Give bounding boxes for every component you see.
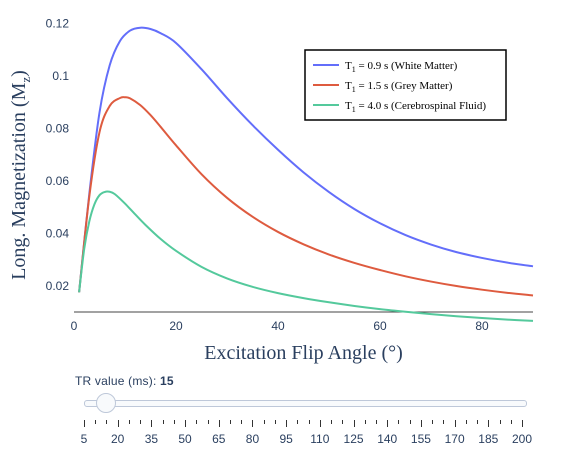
slider-tick-label[interactable]: 5 <box>80 432 88 446</box>
y-axis-title-close: ) <box>8 70 30 77</box>
slider-tick-label[interactable]: 110 <box>310 432 330 446</box>
slider-tick <box>95 420 97 424</box>
legend-entry-2[interactable]: T1 = 1.5 s (Grey Matter) <box>345 80 453 94</box>
series-lines <box>78 26 534 322</box>
slider-tick-label[interactable]: 185 <box>478 432 499 446</box>
legend-entry-prefix: T <box>345 60 352 72</box>
slider-tick <box>84 420 85 427</box>
slider-tick <box>162 420 164 424</box>
legend-entry-prefix: T <box>345 100 352 112</box>
slider-tick <box>319 420 321 427</box>
slider-tick <box>263 420 265 424</box>
slider-tick <box>398 420 400 424</box>
tr-slider: TR value (ms): 15 5 20 35 50 65 80 95 110 125 140… <box>0 368 585 457</box>
slider-tick <box>241 420 243 424</box>
slider-tick-label[interactable]: 125 <box>343 432 364 446</box>
y-axis-title-subscript: z <box>18 77 33 83</box>
legend-entry-rest: = 1.5 s (Grey Matter) <box>356 80 453 92</box>
slider-tick <box>286 420 288 427</box>
legend-entry-prefix: T <box>345 80 352 92</box>
slider-tick-label[interactable]: 65 <box>212 432 226 446</box>
slider-tick <box>420 420 422 427</box>
legend-entry-1[interactable]: T1 = 0.9 s (White Matter) <box>345 60 458 74</box>
slider-tick-label[interactable]: 95 <box>279 432 293 446</box>
slider-handle[interactable] <box>96 393 117 413</box>
x-tick-label: 0 <box>71 319 78 333</box>
slider-tick-label[interactable]: 80 <box>245 432 260 446</box>
y-tick-label: 0.02 <box>46 279 70 293</box>
slider-rail[interactable] <box>84 400 527 407</box>
slider-ticks: 5 20 35 50 65 80 95 110 125 140 155 170 185 200 <box>0 420 585 460</box>
slider-tick <box>409 420 411 424</box>
series-line-3 <box>78 190 534 322</box>
slider-tick <box>477 420 479 424</box>
y-axis-title-main: Long. Magnetization (M <box>8 82 30 279</box>
slider-tick <box>196 420 198 424</box>
slider-tick <box>106 420 108 424</box>
slider-tick <box>230 420 231 424</box>
x-axis-title: Excitation Flip Angle (°) <box>204 342 403 364</box>
slider-tick-label[interactable]: 155 <box>410 432 431 446</box>
x-axis-ticks: 0 20 40 60 80 <box>71 319 489 333</box>
slider-tick <box>252 420 254 427</box>
slider-tick <box>488 420 490 427</box>
legend-entry-subscript: 1 <box>352 85 356 94</box>
slider-label-prefix: TR value (ms): <box>75 374 161 388</box>
slider-tick <box>331 420 333 424</box>
slider-tick <box>465 420 467 424</box>
slider-tick <box>432 420 434 424</box>
legend-entry-rest: = 4.0 s (Cerebrospinal Fluid) <box>356 100 487 112</box>
series-line-2 <box>78 96 534 297</box>
x-tick-label: 60 <box>373 319 387 333</box>
legend-entry-rest: = 0.9 s (White Matter) <box>356 60 458 72</box>
y-tick-label: 0.08 <box>46 121 70 135</box>
slider-tick <box>443 420 445 424</box>
slider-tick <box>218 420 220 427</box>
legend: T1 = 0.9 s (White Matter)T1 = 1.5 s (Gre… <box>304 49 507 121</box>
y-tick-label: 0.12 <box>46 16 70 30</box>
slider-tick <box>128 420 130 424</box>
slider-tick <box>522 420 523 427</box>
slider-tick <box>353 420 355 427</box>
slider-tick-label[interactable]: 20 <box>111 432 125 446</box>
slider-tick <box>173 420 175 424</box>
series-line-1 <box>78 26 534 293</box>
slider-tick <box>297 420 299 424</box>
y-axis-title: Long. Magnetization (Mz) <box>8 70 33 280</box>
slider-tick <box>364 420 366 424</box>
y-axis-ticks: 0.02 0.04 0.06 0.08 0.1 0.12 <box>46 16 70 293</box>
slider-tick <box>140 420 142 424</box>
slider-tick <box>207 420 209 424</box>
slider-tick-label[interactable]: 35 <box>144 432 159 446</box>
slider-tick <box>185 420 187 427</box>
slider-tick <box>274 420 276 424</box>
x-tick-label: 40 <box>271 319 285 333</box>
slider-tick <box>387 420 389 427</box>
slider-tick <box>499 420 501 424</box>
slider-label: TR value (ms): 15 <box>75 374 174 388</box>
plot: 0.02 0.04 0.06 0.08 0.1 0.12 0 20 40 60 80 Excita… <box>8 16 534 364</box>
slider-tick-label[interactable]: 140 <box>377 432 398 446</box>
legend-entry-subscript: 1 <box>352 65 356 74</box>
slider-tick <box>117 420 119 427</box>
slider-tick-label[interactable]: 50 <box>178 432 192 446</box>
legend-entry-3[interactable]: T1 = 4.0 s (Cerebrospinal Fluid) <box>345 100 486 114</box>
slider-tick-label[interactable]: 170 <box>444 432 465 446</box>
x-tick-label: 20 <box>169 319 183 333</box>
slider-tick <box>342 420 344 424</box>
slider-tick <box>454 420 456 427</box>
x-tick-label: 80 <box>475 319 489 333</box>
slider-tick <box>376 420 377 424</box>
slider-current-value: 15 <box>160 374 174 388</box>
slider-tick <box>151 420 153 427</box>
slider-tick-label[interactable]: 200 <box>511 432 533 446</box>
y-tick-label: 0.1 <box>52 69 69 83</box>
slider-tick <box>308 420 310 424</box>
legend-entry-subscript: 1 <box>352 105 356 114</box>
y-tick-label: 0.04 <box>46 226 70 240</box>
y-tick-label: 0.06 <box>46 174 70 188</box>
slider-tick <box>510 420 512 424</box>
